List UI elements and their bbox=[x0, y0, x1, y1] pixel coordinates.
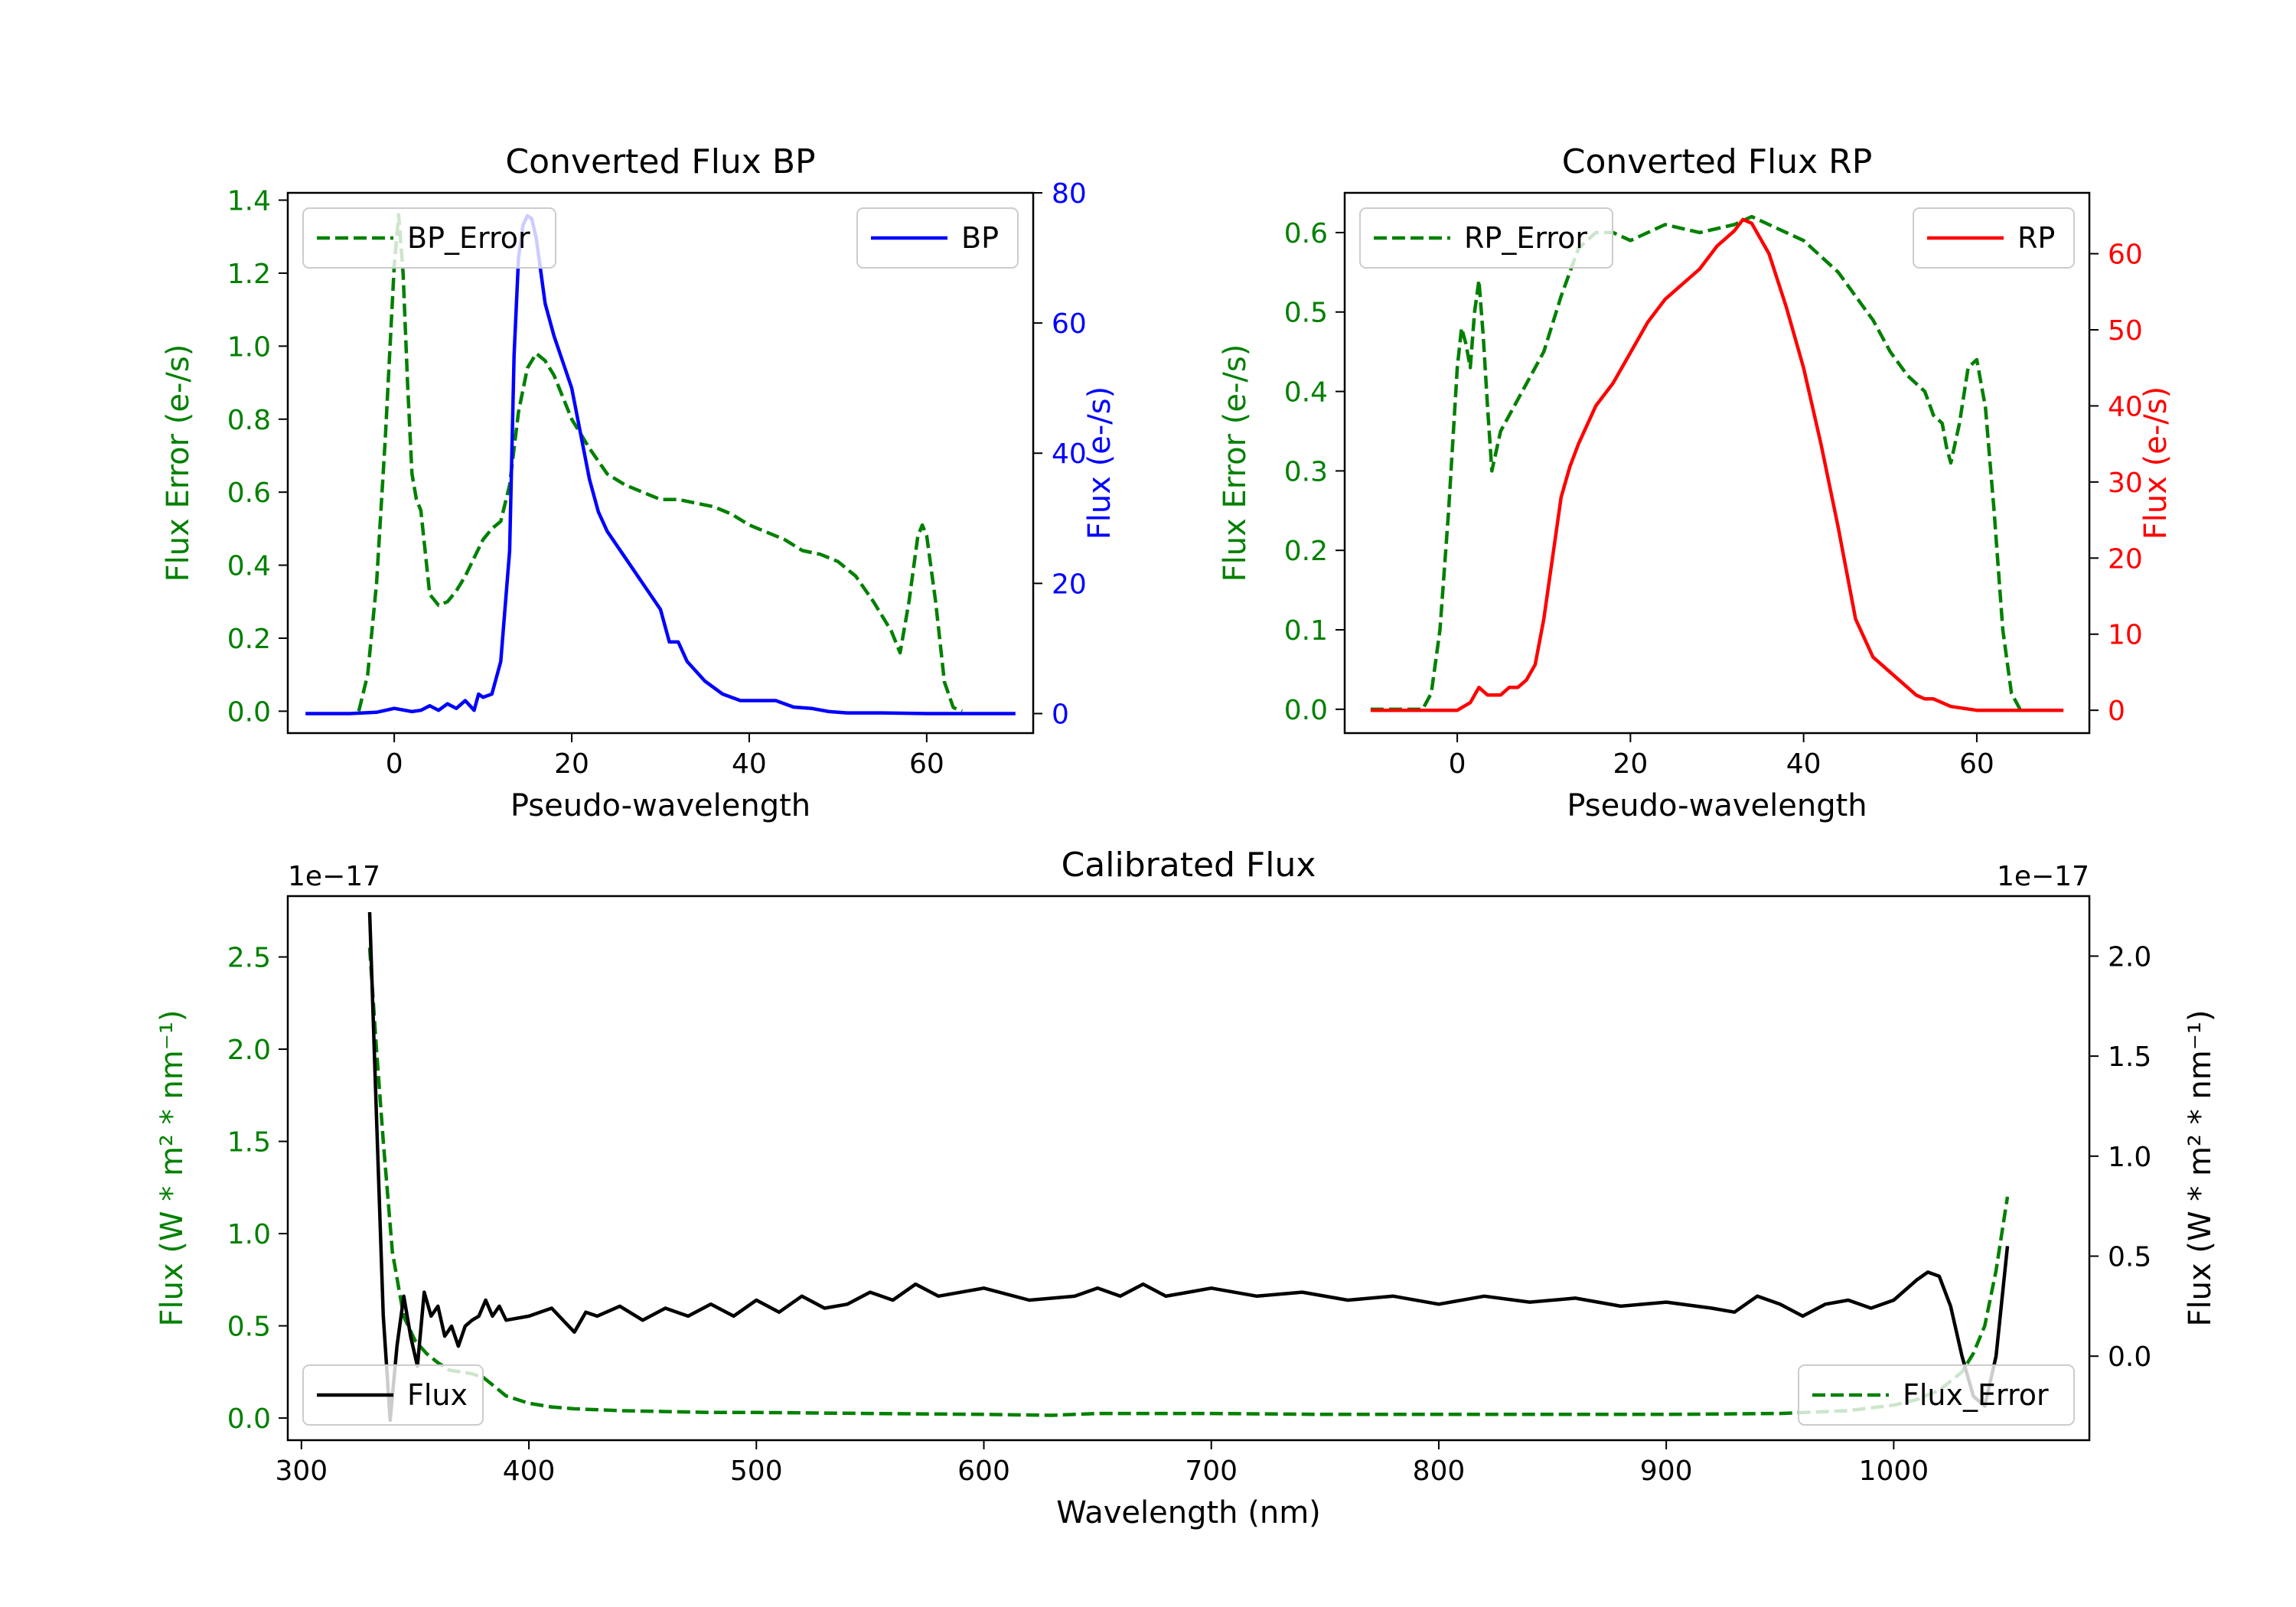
series-line-rp-error bbox=[1370, 214, 2022, 712]
x-axis-label: Pseudo-wavelength bbox=[510, 788, 810, 823]
x-tick-label: 60 bbox=[909, 748, 944, 780]
right-y-tick-label: 1.0 bbox=[2108, 1142, 2151, 1173]
right-y-axis-label: Flux (e-/s) bbox=[1082, 386, 1117, 539]
chart-cal: Calibrated Flux 300 400 500 600 700 800 900 1000… bbox=[155, 846, 2218, 1530]
right-y-tick-label: 50 bbox=[2108, 315, 2143, 347]
left-y-tick-label: 0.5 bbox=[1284, 298, 1328, 329]
right-y-tick-label: 0 bbox=[2108, 696, 2125, 727]
right-y-tick-label: 40 bbox=[2108, 391, 2143, 422]
left-y-tick-label: 0.3 bbox=[1284, 456, 1328, 487]
left-y-axis-label: Flux Error (e-/s) bbox=[161, 344, 196, 582]
left-y-tick-label: 0.1 bbox=[1284, 615, 1328, 647]
left-y-tick-label: 1.2 bbox=[227, 259, 271, 290]
legend-label: RP_Error bbox=[1464, 221, 1587, 255]
right-y-tick-label: 30 bbox=[2108, 468, 2143, 499]
right-y-tick-label: 20 bbox=[2108, 543, 2143, 575]
left-y-tick-label: 0.4 bbox=[227, 551, 271, 582]
right-offset-label: 1e−17 bbox=[1997, 861, 2089, 892]
x-tick-label: 300 bbox=[275, 1455, 328, 1487]
chart-title: Converted Flux RP bbox=[1562, 142, 1873, 181]
left-y-tick-label: 0.0 bbox=[227, 1403, 271, 1435]
plot-area bbox=[367, 911, 2010, 1423]
left-y-tick-label: 1.0 bbox=[227, 1219, 271, 1250]
right-y-tick-label: 60 bbox=[2108, 240, 2143, 271]
left-offset-label: 1e−17 bbox=[288, 861, 380, 892]
legend-flux-error: Flux_Error bbox=[1798, 1364, 2075, 1426]
left-y-axis-label: Flux Error (e-/s) bbox=[1218, 344, 1253, 582]
x-tick-label: 500 bbox=[730, 1455, 783, 1487]
left-y-tick-label: 0.2 bbox=[227, 624, 271, 655]
left-y-tick-label: 2.0 bbox=[227, 1035, 271, 1066]
left-y-axis-label: Flux (W * m² * nm⁻¹) bbox=[155, 1010, 190, 1327]
x-tick-label: 40 bbox=[1786, 748, 1821, 780]
x-tick-label: 40 bbox=[732, 748, 767, 780]
x-tick-label: 600 bbox=[957, 1455, 1010, 1487]
right-y-tick-label: 40 bbox=[1052, 438, 1087, 470]
legend-flux: Flux bbox=[302, 1364, 484, 1426]
legend-label: Flux_Error bbox=[1903, 1378, 2049, 1412]
right-y-tick-label: 60 bbox=[1052, 308, 1087, 340]
x-axis-label: Wavelength (nm) bbox=[1056, 1495, 1321, 1530]
plot-area bbox=[1370, 214, 2064, 712]
legend-box bbox=[1798, 1364, 2075, 1426]
series-line-flux bbox=[367, 911, 2010, 1423]
x-tick-label: 20 bbox=[554, 748, 589, 780]
left-y-tick-label: 0.2 bbox=[1284, 536, 1328, 567]
left-y-tick-label: 0.0 bbox=[227, 696, 271, 728]
legend-box bbox=[302, 207, 556, 269]
legend-bp-error: BP_Error bbox=[302, 207, 556, 269]
chart-title: Converted Flux BP bbox=[505, 142, 815, 181]
legend-label: BP bbox=[961, 221, 999, 255]
right-y-tick-label: 10 bbox=[2108, 620, 2143, 651]
legend-rp: RP bbox=[1913, 207, 2075, 269]
plot-frame bbox=[286, 895, 2091, 1442]
x-tick-label: 800 bbox=[1413, 1455, 1466, 1487]
series-line-flux-error bbox=[367, 947, 2010, 1417]
left-y-tick-label: 2.5 bbox=[227, 943, 271, 974]
right-y-tick-label: 0 bbox=[1052, 699, 1069, 730]
plot-area bbox=[305, 213, 1016, 715]
x-tick-label: 900 bbox=[1640, 1455, 1693, 1487]
left-y-tick-label: 0.5 bbox=[227, 1312, 271, 1343]
right-y-axis-label: Flux (W * m² * nm⁻¹) bbox=[2183, 1010, 2218, 1327]
legend-box bbox=[1359, 207, 1613, 269]
left-y-tick-label: 1.0 bbox=[227, 331, 271, 363]
x-tick-label: 60 bbox=[1959, 748, 1994, 780]
legend-label: BP_Error bbox=[407, 221, 530, 255]
x-tick-label: 0 bbox=[386, 748, 403, 780]
chart-rp: Converted Flux RP 0 20 40 60 Pseudo-wavelengt… bbox=[1218, 142, 2174, 823]
x-tick-label: 700 bbox=[1185, 1455, 1238, 1487]
left-y-tick-label: 1.4 bbox=[227, 186, 271, 217]
right-y-tick-label: 2.0 bbox=[2108, 941, 2151, 973]
right-y-tick-label: 80 bbox=[1052, 178, 1087, 210]
series-line-bp bbox=[305, 214, 1016, 715]
right-y-tick-label: 1.5 bbox=[2108, 1041, 2151, 1073]
legend-label: Flux bbox=[407, 1378, 468, 1412]
right-y-axis-label: Flux (e-/s) bbox=[2138, 386, 2174, 539]
chart-bp: Converted Flux BP 0 20 40 60 Pseudo-wavelengt… bbox=[161, 142, 1117, 823]
plot-frame bbox=[1343, 191, 2091, 735]
x-tick-label: 400 bbox=[503, 1455, 556, 1487]
left-y-tick-label: 1.5 bbox=[227, 1127, 271, 1159]
series-line-rp bbox=[1370, 217, 2064, 712]
plot-frame bbox=[286, 191, 1035, 735]
left-y-tick-label: 0.6 bbox=[227, 478, 271, 509]
x-tick-label: 0 bbox=[1449, 748, 1466, 780]
x-tick-label: 20 bbox=[1613, 748, 1648, 780]
legend-label: RP bbox=[2017, 221, 2055, 255]
left-y-tick-label: 0.8 bbox=[227, 405, 271, 436]
right-y-tick-label: 0.5 bbox=[2108, 1242, 2151, 1273]
left-y-tick-label: 0.6 bbox=[1284, 218, 1328, 249]
right-y-tick-label: 20 bbox=[1052, 569, 1087, 600]
left-y-tick-label: 0.4 bbox=[1284, 377, 1328, 409]
x-axis-label: Pseudo-wavelength bbox=[1567, 788, 1867, 823]
legend-rp-error: RP_Error bbox=[1359, 207, 1613, 269]
right-y-tick-label: 0.0 bbox=[2108, 1341, 2151, 1373]
left-y-tick-label: 0.0 bbox=[1284, 695, 1328, 726]
series-line-bp-error bbox=[357, 213, 964, 713]
legend-bp: BP bbox=[856, 207, 1019, 269]
x-tick-label: 1000 bbox=[1859, 1455, 1929, 1487]
chart-title: Calibrated Flux bbox=[1062, 846, 1316, 885]
